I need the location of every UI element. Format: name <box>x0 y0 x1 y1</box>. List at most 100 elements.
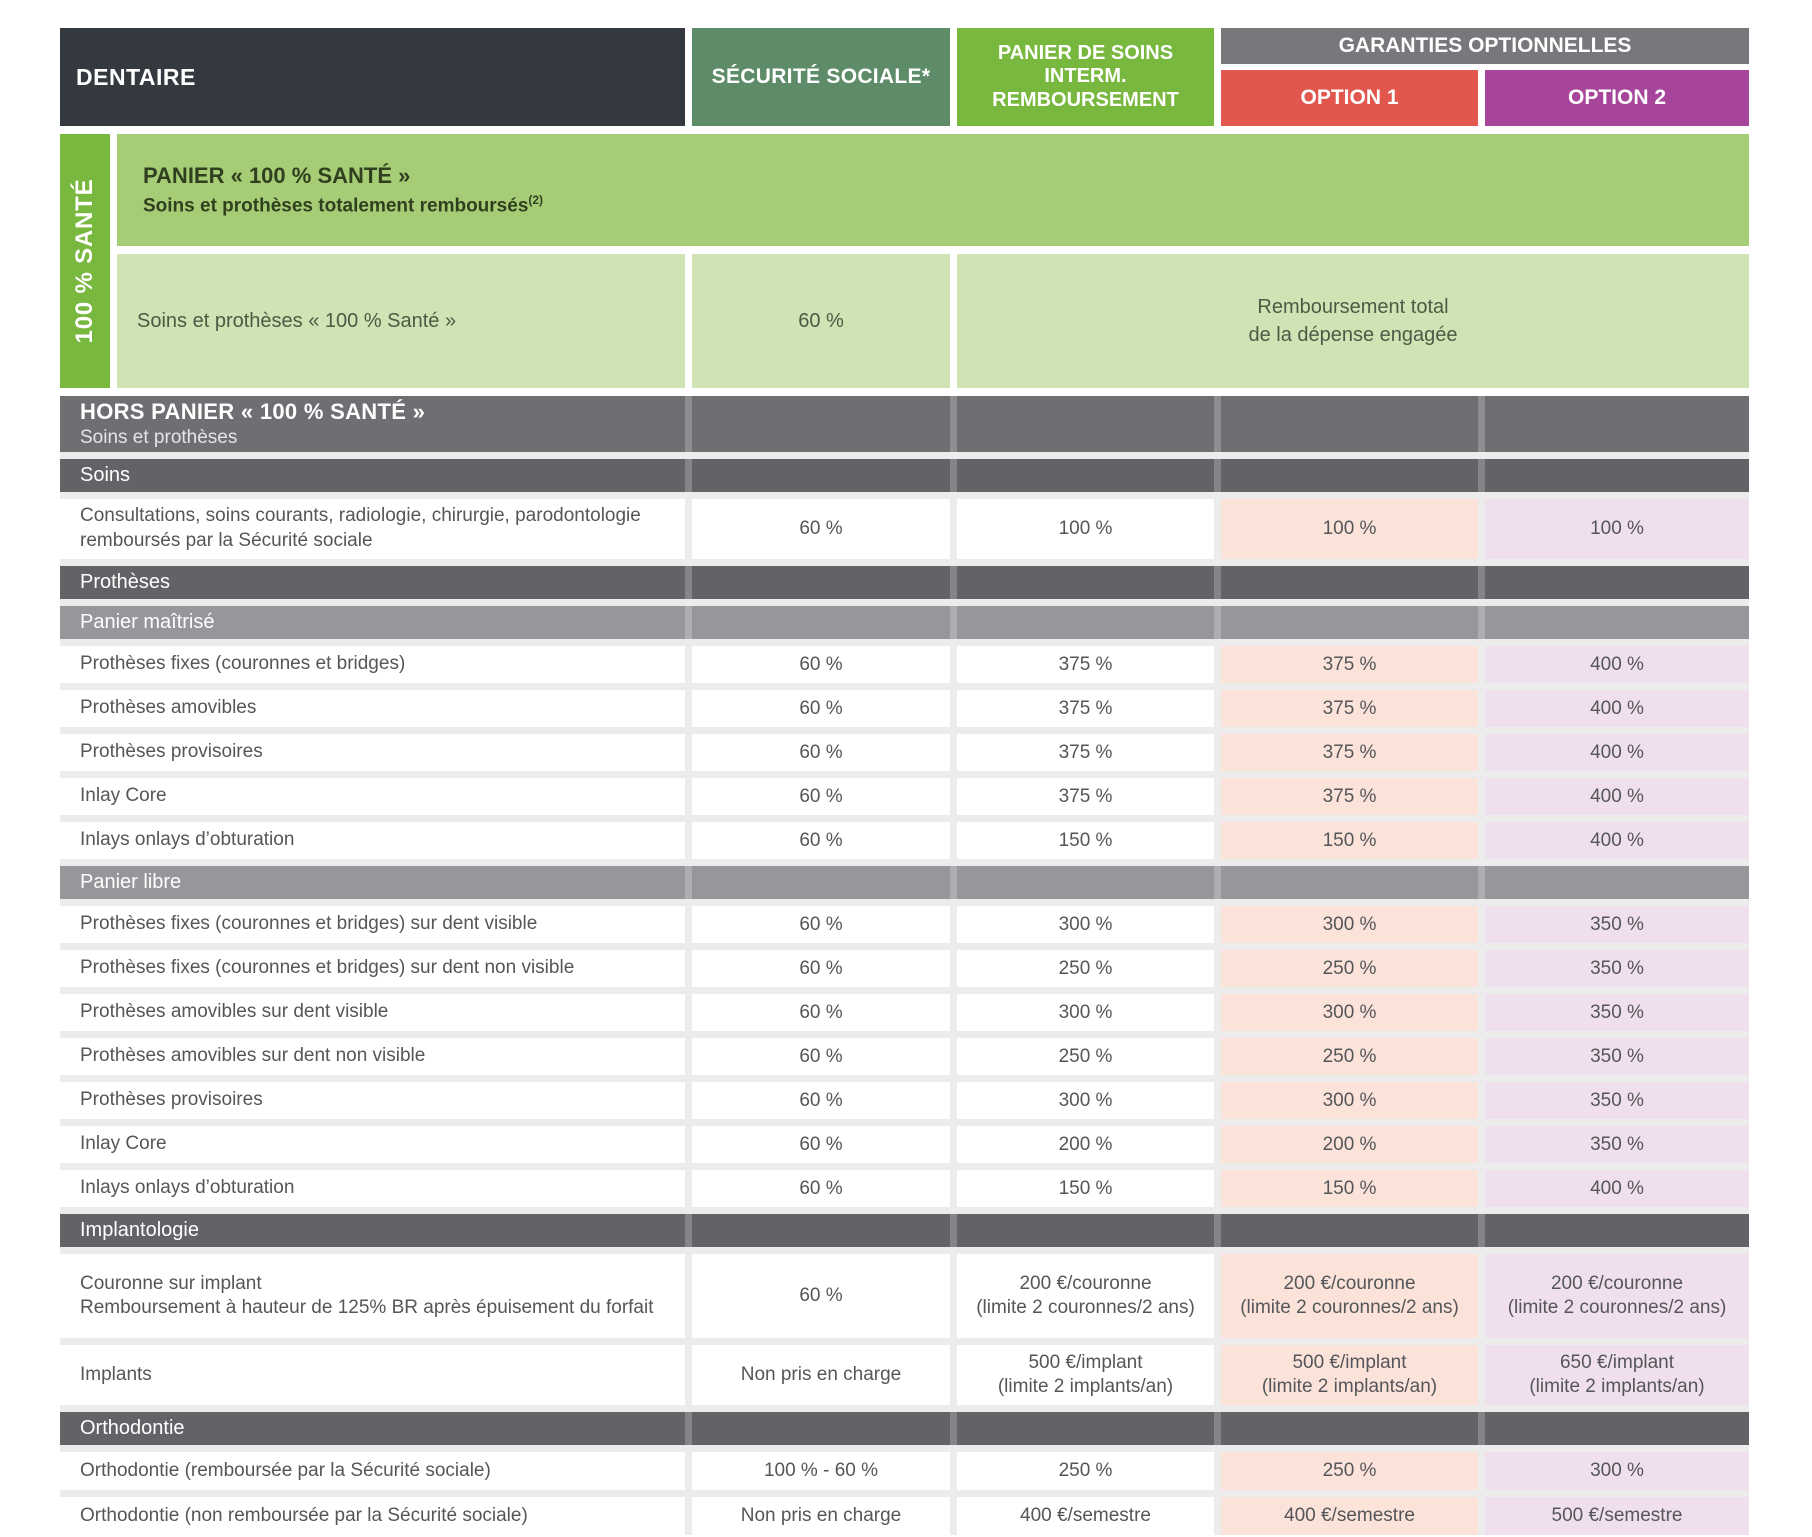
row-label: Inlay Core <box>60 778 685 815</box>
cell-option2: 100 % <box>1485 499 1749 559</box>
sante-banner-title: PANIER « 100 % SANTÉ » <box>143 162 411 188</box>
cell-securite-sociale: Non pris en charge <box>692 1345 950 1405</box>
options-header-row: OPTION 1 OPTION 2 <box>1221 70 1749 126</box>
cell-option1: 200 €/couronne (limite 2 couronnes/2 ans) <box>1221 1254 1478 1338</box>
row-label: Prothèses amovibles sur dent visible <box>60 994 685 1031</box>
cell-panier-interm: 250 % <box>957 950 1214 987</box>
cell-option2: 400 % <box>1485 778 1749 815</box>
cell-securite-sociale: 100 % - 60 % <box>692 1452 950 1490</box>
table-row: Orthodontie (non remboursée par la Sécur… <box>60 1497 1749 1535</box>
cell-panier-interm: 250 % <box>957 1452 1214 1490</box>
cell-securite-sociale: 60 % <box>692 254 950 388</box>
table-row: Prothèses amovibles 60 % 375 % 375 % 400… <box>60 690 1749 727</box>
table-row: Orthodontie (remboursée par la Sécurité … <box>60 1452 1749 1490</box>
row-label: Inlays onlays d’obturation <box>60 822 685 859</box>
cell-option2: 650 €/implant (limite 2 implants/an) <box>1485 1345 1749 1405</box>
cell-option2: 350 % <box>1485 994 1749 1031</box>
cell-panier-interm: 250 % <box>957 1038 1214 1075</box>
cell-option2: 400 % <box>1485 822 1749 859</box>
cell-option2: 500 €/semestre <box>1485 1497 1749 1535</box>
cell-option1: 375 % <box>1221 734 1478 771</box>
table-row: Prothèses provisoires 60 % 375 % 375 % 4… <box>60 734 1749 771</box>
row-label: Prothèses fixes (couronnes et bridges) s… <box>60 950 685 987</box>
column-header-dentaire: DENTAIRE <box>60 28 685 126</box>
cell-option1: 500 €/implant (limite 2 implants/an) <box>1221 1345 1478 1405</box>
row-label: Prothèses fixes (couronnes et bridges) s… <box>60 906 685 943</box>
section-banner-soins: Soins <box>60 459 1749 492</box>
garanties-optionnelles-banner: GARANTIES OPTIONNELLES <box>1221 28 1749 64</box>
cell-securite-sociale: 60 % <box>692 690 950 727</box>
cell-panier-interm: 375 % <box>957 778 1214 815</box>
cell-option2: 350 % <box>1485 950 1749 987</box>
cell-option2: 350 % <box>1485 1082 1749 1119</box>
table-row-sante: Soins et prothèses « 100 % Santé » 60 % … <box>117 254 1749 388</box>
cell-panier-interm: 375 % <box>957 690 1214 727</box>
cell-securite-sociale: 60 % <box>692 822 950 859</box>
cell-securite-sociale: 60 % <box>692 1082 950 1119</box>
cell-option1: 300 % <box>1221 1082 1478 1119</box>
cell-panier-interm: 300 % <box>957 994 1214 1031</box>
section-banner-hors-panier: HORS PANIER « 100 % SANTÉ » Soins et pro… <box>60 396 1749 452</box>
cell-option2: 400 % <box>1485 734 1749 771</box>
row-label: Prothèses amovibles <box>60 690 685 727</box>
cell-panier-interm: 300 % <box>957 906 1214 943</box>
row-label: Orthodontie (remboursée par la Sécurité … <box>60 1452 685 1490</box>
cell-securite-sociale: 60 % <box>692 646 950 683</box>
section-100-sante: 100 % SANTÉ PANIER « 100 % SANTÉ » Soins… <box>60 134 1749 388</box>
cell-option1: 250 % <box>1221 950 1478 987</box>
subsection-banner-panier-maitrise: Panier maîtrisé <box>60 606 1749 639</box>
row-label: Orthodontie (non remboursée par la Sécur… <box>60 1497 685 1535</box>
row-label: Couronne sur implant Remboursement à hau… <box>60 1254 685 1338</box>
cell-panier-interm: 375 % <box>957 734 1214 771</box>
cell-option2: 350 % <box>1485 906 1749 943</box>
cell-option1: 375 % <box>1221 690 1478 727</box>
table-row: Prothèses amovibles sur dent visible 60 … <box>60 994 1749 1031</box>
row-label: Inlay Core <box>60 1126 685 1163</box>
footnote-marker: (2) <box>528 192 544 207</box>
cell-securite-sociale: 60 % <box>692 1254 950 1338</box>
sante-vertical-band: 100 % SANTÉ <box>60 134 110 388</box>
cell-option1: 300 % <box>1221 994 1478 1031</box>
row-label: Prothèses amovibles sur dent non visible <box>60 1038 685 1075</box>
table-header: DENTAIRE SÉCURITÉ SOCIALE* PANIER DE SOI… <box>60 28 1749 126</box>
table-row: Prothèses amovibles sur dent non visible… <box>60 1038 1749 1075</box>
cell-panier-interm: 200 % <box>957 1126 1214 1163</box>
cell-securite-sociale: 60 % <box>692 1170 950 1207</box>
row-label: Prothèses provisoires <box>60 1082 685 1119</box>
cell-option2: 350 % <box>1485 1126 1749 1163</box>
cell-panier-interm: 300 % <box>957 1082 1214 1119</box>
cell-securite-sociale: Non pris en charge <box>692 1497 950 1535</box>
cell-option2: 400 % <box>1485 690 1749 727</box>
cell-option2: 400 % <box>1485 646 1749 683</box>
cell-securite-sociale: 60 % <box>692 906 950 943</box>
hors-panier-subtitle: Soins et prothèses <box>80 427 238 448</box>
hors-panier-title: HORS PANIER « 100 % SANTÉ » <box>80 399 426 424</box>
column-header-garanties-group: GARANTIES OPTIONNELLES OPTION 1 OPTION 2 <box>1221 28 1749 126</box>
cell-securite-sociale: 60 % <box>692 994 950 1031</box>
cell-panier-interm: 150 % <box>957 822 1214 859</box>
cell-securite-sociale: 60 % <box>692 734 950 771</box>
cell-option1: 375 % <box>1221 778 1478 815</box>
sante-banner-subtitle: Soins et prothèses totalement remboursés… <box>143 192 544 217</box>
table-row: Implants Non pris en charge 500 €/implan… <box>60 1345 1749 1405</box>
table-row: Inlay Core 60 % 375 % 375 % 400 % <box>60 778 1749 815</box>
cell-securite-sociale: 60 % <box>692 499 950 559</box>
row-label: Inlays onlays d’obturation <box>60 1170 685 1207</box>
cell-remboursement-total: Remboursement total de la dépense engagé… <box>957 254 1749 388</box>
cell-panier-interm: 375 % <box>957 646 1214 683</box>
section-banner-protheses: Prothèses <box>60 566 1749 599</box>
section-banner-orthodontie: Orthodontie <box>60 1412 1749 1445</box>
cell-option1: 150 % <box>1221 1170 1478 1207</box>
sante-banner: PANIER « 100 % SANTÉ » Soins et prothèse… <box>117 134 1749 246</box>
cell-panier-interm: 100 % <box>957 499 1214 559</box>
row-label: Soins et prothèses « 100 % Santé » <box>117 254 685 388</box>
cell-option1: 375 % <box>1221 646 1478 683</box>
table-row: Inlays onlays d’obturation 60 % 150 % 15… <box>60 822 1749 859</box>
table-body: HORS PANIER « 100 % SANTÉ » Soins et pro… <box>60 396 1749 1535</box>
table-row: Prothèses fixes (couronnes et bridges) s… <box>60 950 1749 987</box>
table-row: Couronne sur implant Remboursement à hau… <box>60 1254 1749 1338</box>
column-header-securite-sociale: SÉCURITÉ SOCIALE* <box>692 28 950 126</box>
cell-securite-sociale: 60 % <box>692 778 950 815</box>
row-label: Prothèses provisoires <box>60 734 685 771</box>
